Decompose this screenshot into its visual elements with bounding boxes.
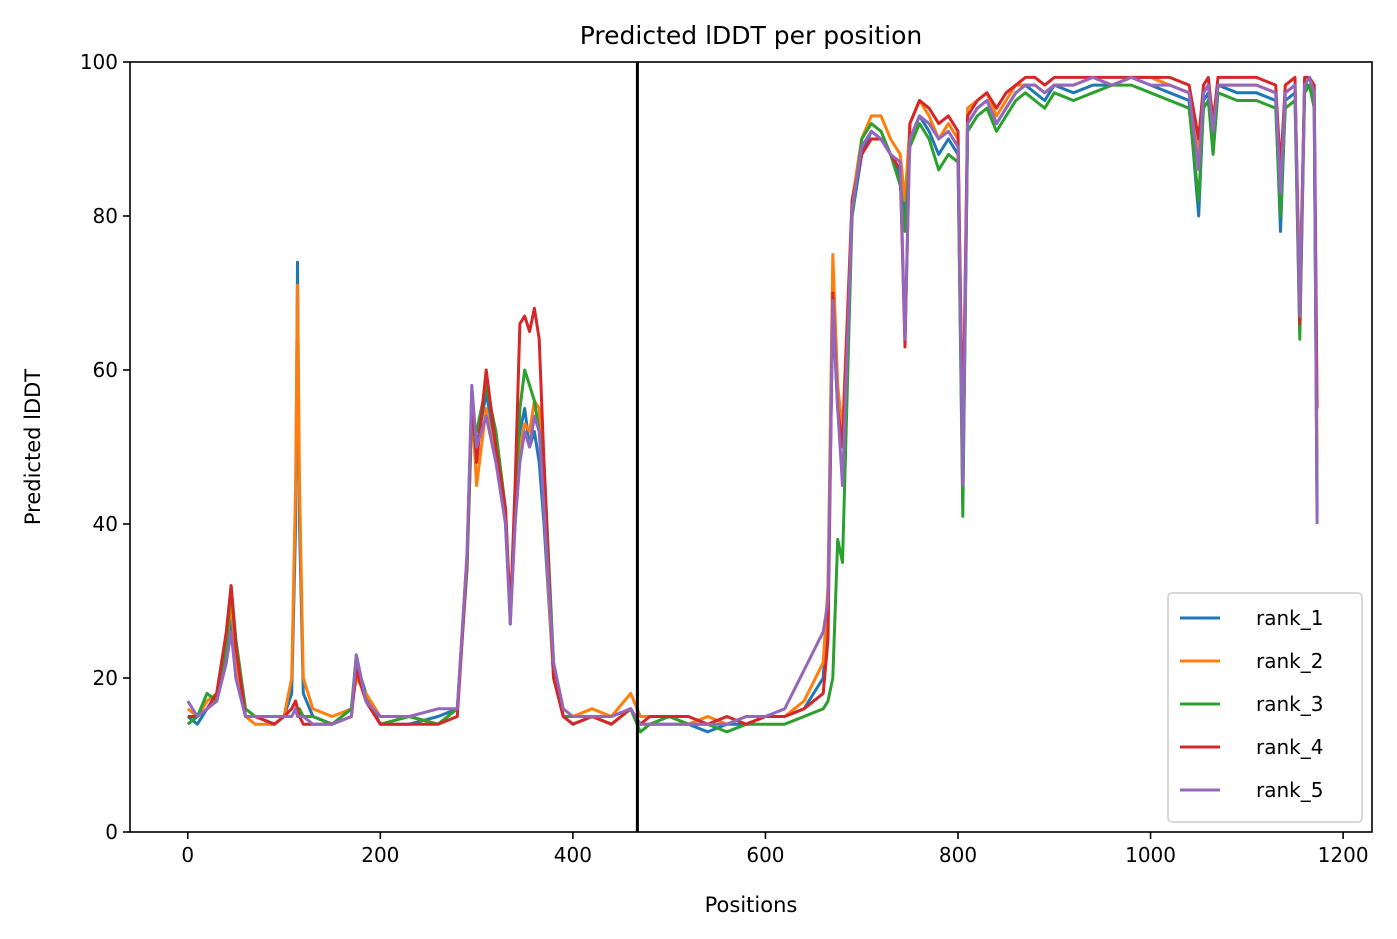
legend-label: rank_5 (1256, 778, 1323, 802)
y-axis-label: Predicted lDDT (21, 369, 45, 525)
legend: rank_1 rank_2 rank_3 rank_4 rank_5 (1167, 592, 1363, 823)
y-tick-label: 20 (93, 666, 118, 690)
plot-area (129, 61, 1373, 833)
series-line-rank-5 (186, 75, 1319, 726)
y-tick-label: 80 (93, 204, 118, 228)
y-axis: 0 20 40 60 80 100 (80, 50, 130, 844)
legend-label: rank_3 (1256, 692, 1323, 716)
x-tick-label: 600 (746, 843, 784, 867)
x-axis: 0 200 400 600 800 1000 1200 (181, 832, 1369, 867)
x-tick-label: 1200 (1318, 843, 1369, 867)
legend-label: rank_4 (1256, 735, 1323, 759)
chart-title: Predicted lDDT per position (580, 21, 922, 50)
plot-frame (129, 61, 1373, 833)
series-line-rank-3 (186, 83, 1319, 734)
y-tick-label: 100 (80, 50, 118, 74)
x-tick-label: 0 (181, 843, 194, 867)
legend-label: rank_2 (1256, 649, 1323, 673)
legend-box (1167, 592, 1363, 823)
x-tick-label: 800 (939, 843, 977, 867)
x-tick-label: 1000 (1125, 843, 1176, 867)
y-tick-label: 40 (93, 512, 118, 536)
series-layer (186, 75, 1319, 734)
x-axis-label: Positions (705, 893, 798, 917)
y-tick-label: 0 (105, 820, 118, 844)
x-tick-label: 200 (361, 843, 399, 867)
y-tick-label: 60 (93, 358, 118, 382)
x-tick-label: 400 (554, 843, 592, 867)
legend-label: rank_1 (1256, 606, 1323, 630)
